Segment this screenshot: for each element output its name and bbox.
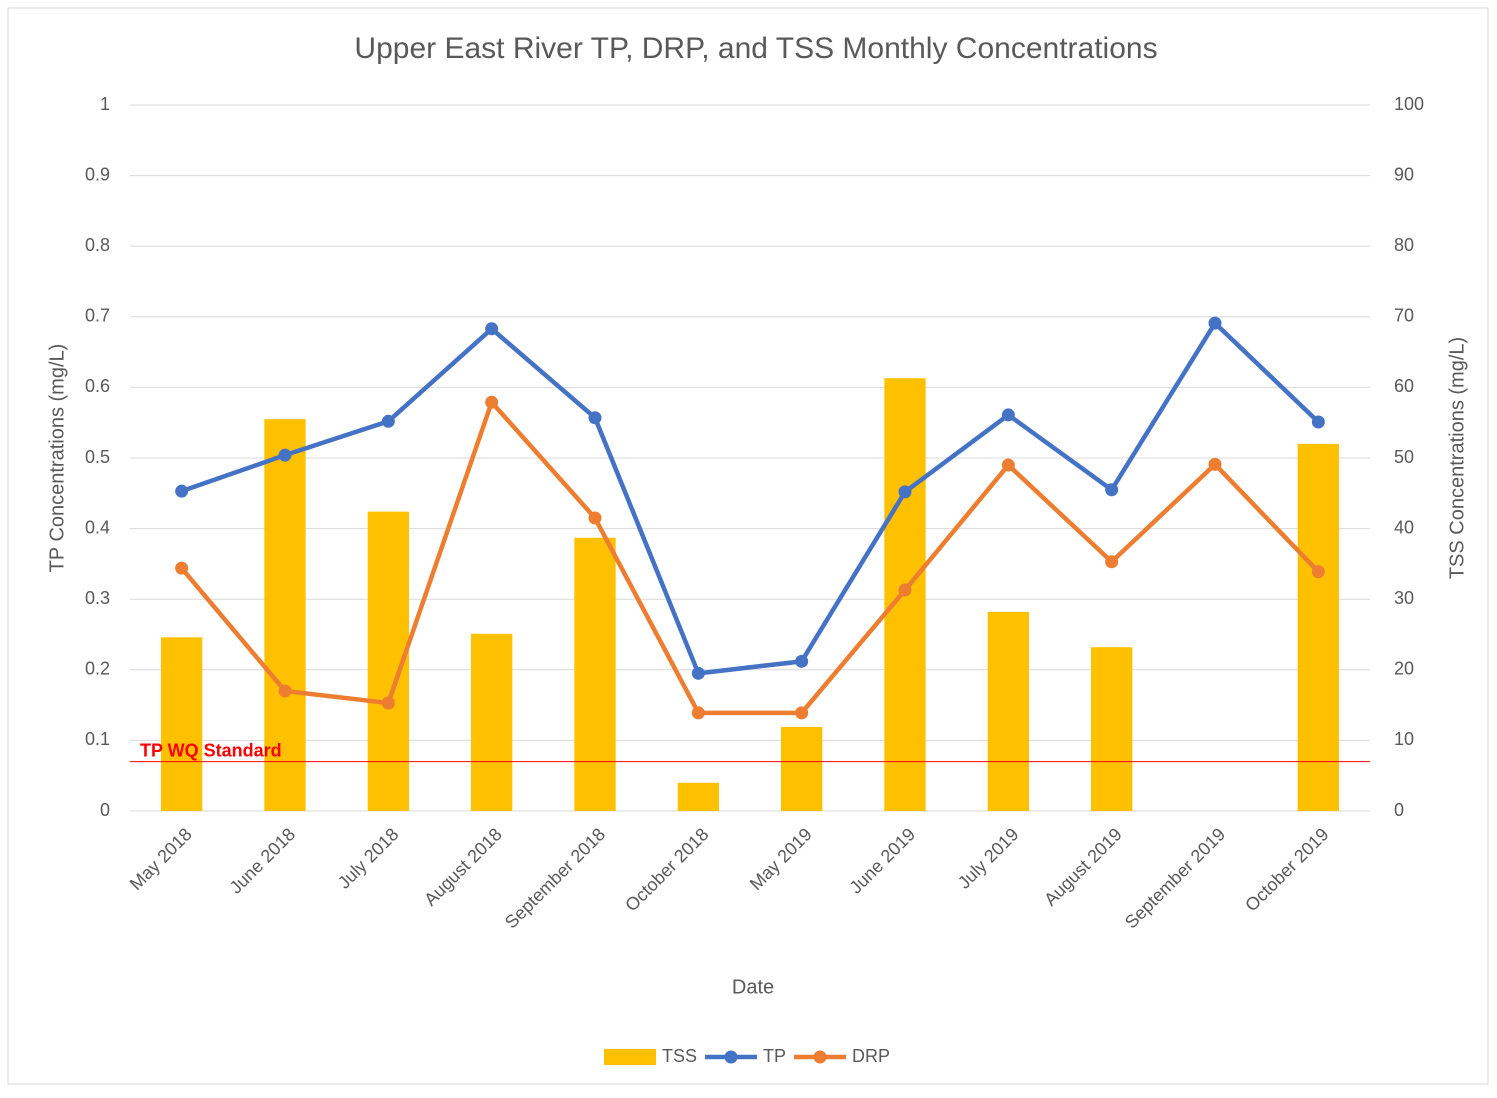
y2-tick-label: 70 <box>1394 306 1414 326</box>
bar <box>1297 443 1339 811</box>
marker <box>898 583 912 597</box>
y2-tick-label: 90 <box>1394 164 1414 184</box>
y-tick-label: 0.6 <box>85 376 110 396</box>
legend-swatch <box>724 1050 738 1064</box>
chart-frame <box>7 7 1489 1085</box>
marker <box>278 448 292 462</box>
y2-tick-label: 20 <box>1394 659 1414 679</box>
marker <box>381 414 395 428</box>
marker <box>1311 565 1325 579</box>
marker <box>1001 458 1015 472</box>
marker <box>691 666 705 680</box>
marker <box>175 484 189 498</box>
marker <box>588 411 602 425</box>
marker <box>795 706 809 720</box>
marker <box>588 511 602 525</box>
marker <box>1105 555 1119 569</box>
bar <box>1091 647 1133 811</box>
line <box>179 399 1320 716</box>
y-tick-label: 0.7 <box>85 306 110 326</box>
bar <box>264 419 306 811</box>
y2-tick-label: 10 <box>1394 729 1414 749</box>
x-axis-label: Date <box>732 976 774 998</box>
y2-tick-label: 0 <box>1394 800 1404 820</box>
marker <box>691 706 705 720</box>
marker <box>1105 483 1119 497</box>
marker <box>278 684 292 698</box>
y2-tick-label: 100 <box>1394 94 1424 114</box>
y-tick-label: 0.5 <box>85 447 110 467</box>
bar <box>161 637 203 811</box>
y-tick-label: 0.4 <box>85 517 110 537</box>
marker <box>795 654 809 668</box>
y2-tick-label: 50 <box>1394 447 1414 467</box>
legend-swatch <box>813 1050 827 1064</box>
bar <box>781 726 823 811</box>
marker <box>1208 457 1222 471</box>
marker <box>898 485 912 499</box>
y-tick-label: 0.3 <box>85 588 110 608</box>
marker <box>1001 408 1015 422</box>
y-tick-label: 0.9 <box>85 164 110 184</box>
marker <box>1208 316 1222 330</box>
y-axis-label: TP Concentrations (mg/L) <box>46 344 68 573</box>
y2-tick-label: 80 <box>1394 235 1414 255</box>
bar <box>987 611 1029 811</box>
y-tick-label: 0.1 <box>85 729 110 749</box>
bar <box>471 633 513 811</box>
reference-label: TP WQ Standard <box>140 740 282 760</box>
y-tick-label: 0 <box>100 800 110 820</box>
bar <box>574 537 616 811</box>
y2-axis-label: TSS Concentrations (mg/L) <box>1446 337 1468 579</box>
y-tick-label: 0.8 <box>85 235 110 255</box>
legend-label: TSS <box>662 1046 697 1066</box>
line <box>180 320 1320 676</box>
legend-swatch <box>604 1049 656 1065</box>
marker <box>485 322 499 336</box>
y-tick-label: 1 <box>100 94 110 114</box>
y-tick-label: 0.2 <box>85 659 110 679</box>
legend-label: DRP <box>852 1046 890 1066</box>
y2-tick-label: 40 <box>1394 517 1414 537</box>
marker <box>175 561 189 575</box>
y2-tick-label: 30 <box>1394 588 1414 608</box>
marker <box>1311 415 1325 429</box>
marker <box>381 696 395 710</box>
bar <box>677 782 719 811</box>
marker <box>485 395 499 409</box>
legend-label: TP <box>763 1046 786 1066</box>
y2-tick-label: 60 <box>1394 376 1414 396</box>
chart-title: Upper East River TP, DRP, and TSS Monthl… <box>354 32 1157 65</box>
